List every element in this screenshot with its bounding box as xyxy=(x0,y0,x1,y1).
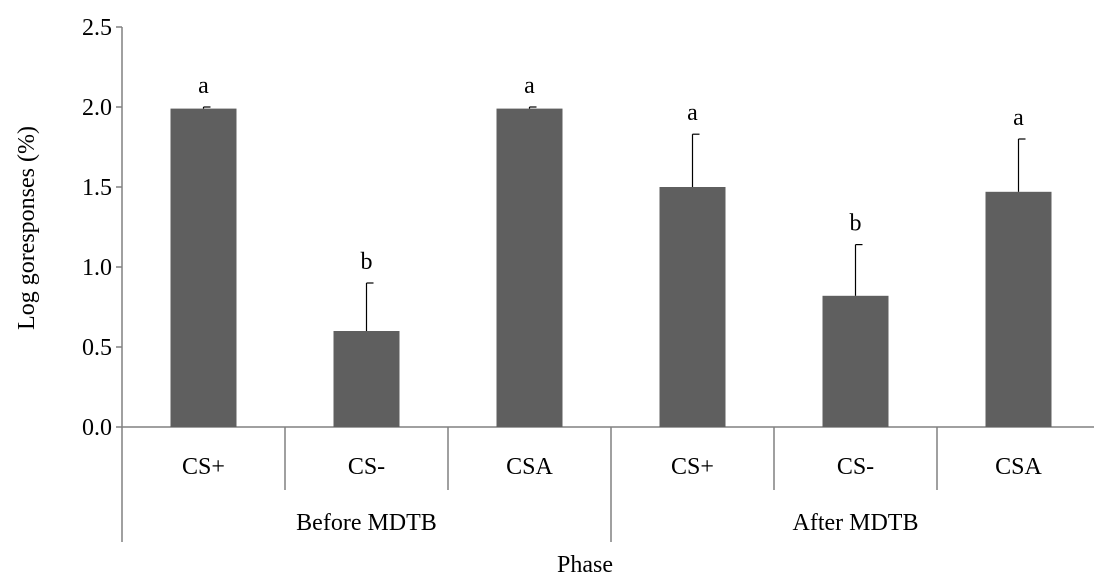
category-label: CS- xyxy=(837,454,874,480)
x-axis-title: Phase xyxy=(557,552,613,578)
significance-label: b xyxy=(850,211,862,237)
category-labels: CS+ CS- CSA CS+ CS- CSA xyxy=(121,427,1043,542)
y-tick-label: 1.0 xyxy=(82,255,112,281)
significance-label: a xyxy=(1013,105,1024,131)
y-axis-ticks: 0.0 0.5 1.0 1.5 2.0 2.5 xyxy=(82,15,122,441)
bar xyxy=(333,331,400,427)
bar xyxy=(659,187,726,427)
category-label: CSA xyxy=(506,454,553,480)
significance-label: a xyxy=(198,73,209,99)
bar xyxy=(822,295,889,427)
group-labels: Before MDTB After MDTB xyxy=(296,510,918,536)
y-tick-label: 2.0 xyxy=(82,95,112,121)
y-tick-label: 0.0 xyxy=(82,415,112,441)
bar xyxy=(170,108,237,427)
y-tick-label: 0.5 xyxy=(82,335,112,361)
bar xyxy=(985,191,1052,427)
significance-label: b xyxy=(361,249,373,275)
significance-label: a xyxy=(687,100,698,126)
group-label: Before MDTB xyxy=(296,510,437,536)
category-label: CSA xyxy=(995,454,1042,480)
category-label: CS+ xyxy=(671,454,714,480)
y-axis-title: Log goresponses (%) xyxy=(14,126,40,330)
category-label: CS- xyxy=(348,454,385,480)
y-tick-label: 2.5 xyxy=(82,15,112,41)
category-label: CS+ xyxy=(182,454,225,480)
axes xyxy=(121,27,1094,428)
significance-label: a xyxy=(524,73,535,99)
error-bars xyxy=(202,106,1026,331)
group-label: After MDTB xyxy=(793,510,919,536)
bar xyxy=(496,108,563,427)
significance-labels: a b a a b a xyxy=(198,73,1024,275)
y-tick-label: 1.5 xyxy=(82,175,112,201)
bars xyxy=(170,108,1052,427)
